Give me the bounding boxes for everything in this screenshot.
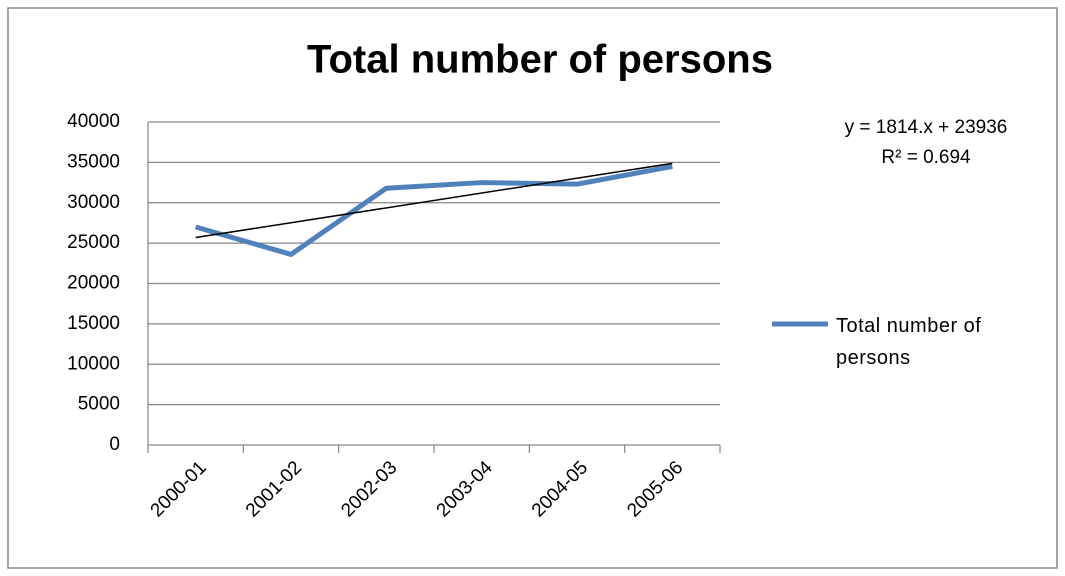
data-line (194, 163, 673, 257)
chart-border (7, 7, 1058, 569)
y-tick-label: 30000 (67, 192, 120, 213)
y-tick-label: 20000 (67, 273, 120, 294)
y-tick-label: 5000 (78, 394, 120, 415)
y-tick-label: 40000 (67, 111, 120, 132)
legend-label: Total number of persons (836, 315, 982, 369)
chart-title: Total number of persons (307, 38, 773, 82)
y-tick-label: 0 (109, 434, 120, 455)
y-tick-label: 25000 (67, 232, 120, 253)
trend-r-squared: R² = 0.694 (881, 147, 971, 168)
trend-line (195, 162, 673, 239)
y-tick-label: 15000 (67, 313, 120, 334)
trend-equation: y = 1814.x + 23936 (845, 117, 1008, 138)
y-tick-label: 35000 (67, 151, 120, 172)
y-tick-label: 10000 (67, 353, 120, 374)
